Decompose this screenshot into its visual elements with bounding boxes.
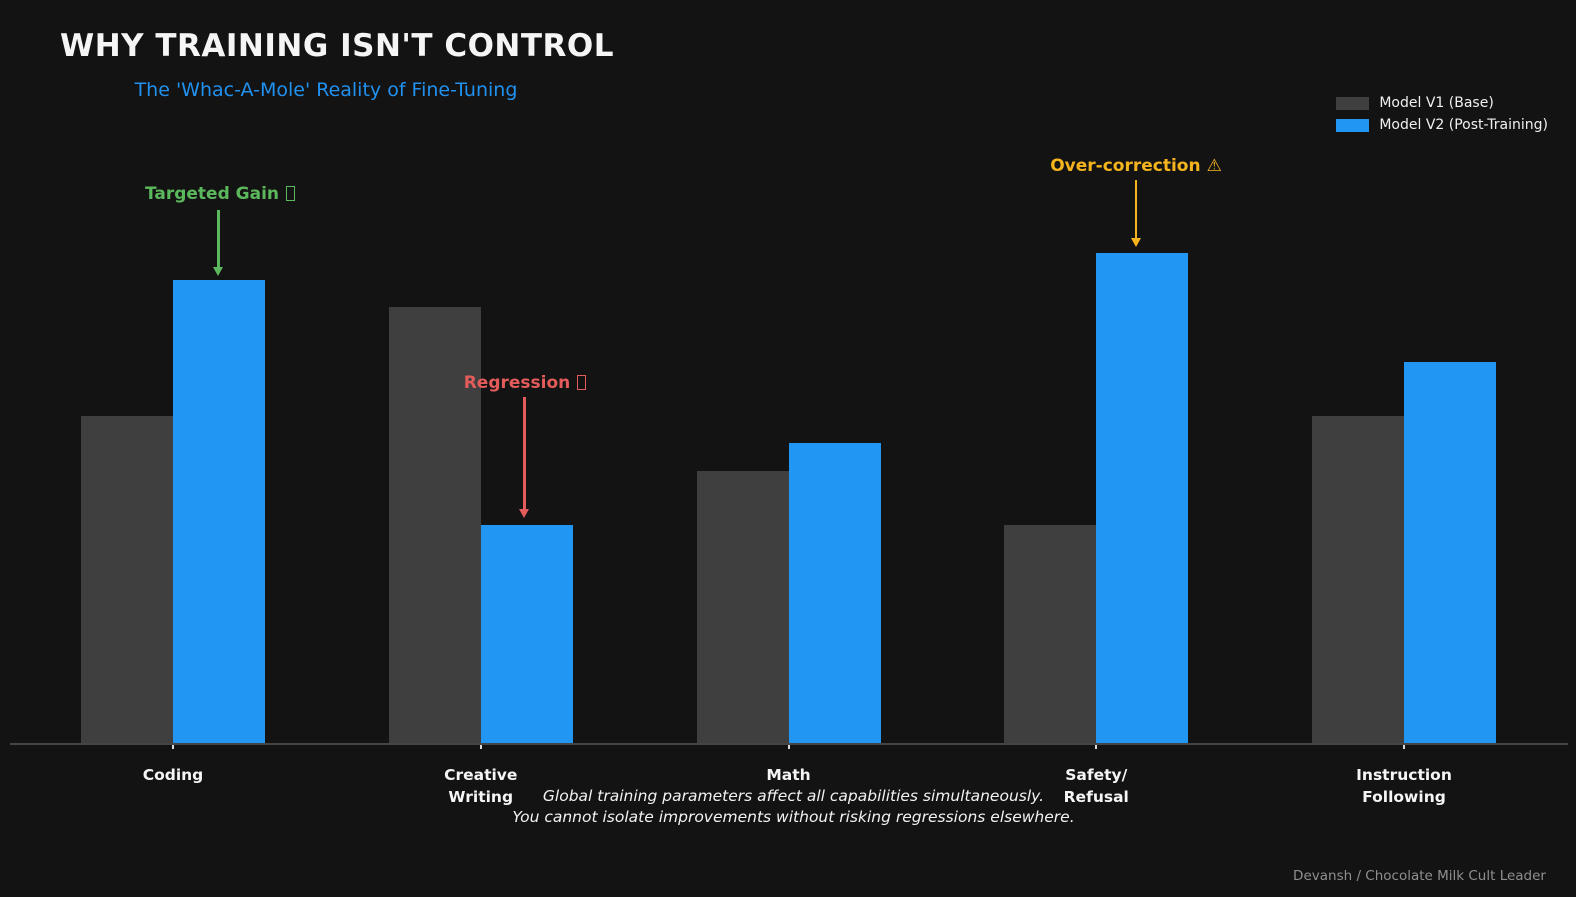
footnote-line-2: You cannot isolate improvements without … [512, 808, 1075, 826]
legend-swatch-v1 [1336, 96, 1370, 110]
bar-v2-coding [173, 279, 265, 743]
bar-v1-safety-refusal [1004, 525, 1097, 743]
x-axis-tick-math [787, 745, 790, 749]
category-label-safety-refusal: Safety/Refusal [1063, 766, 1129, 806]
annotation-over-correction-label: Over-correction ⚠ [1050, 156, 1222, 176]
annotation-over-correction-arrowhead [1130, 238, 1141, 247]
bar-v2-math [788, 443, 881, 743]
legend-label-v1: Model V1 (Base) [1379, 95, 1494, 111]
legend-item-v2: Model V2 (Post-Training) [1336, 114, 1548, 136]
category-label-coding: Coding [142, 766, 204, 784]
x-axis-tick-coding [172, 745, 174, 749]
chart-title: WHY TRAINING ISN'T CONTROL [60, 28, 614, 64]
legend-item-v1: Model V1 (Base) [1336, 92, 1548, 114]
category-label-math: Math [766, 766, 811, 784]
annotation-targeted-gain-arrowhead [213, 267, 223, 276]
warning-icon: ⚠ [1206, 156, 1222, 176]
x-axis-tick-instruction-following [1403, 745, 1405, 749]
x-axis-tick-creative-writing [479, 745, 482, 749]
legend: Model V1 (Base) Model V2 (Post-Training) [1336, 92, 1548, 136]
credit-text: Devansh / Chocolate Milk Cult Leader [1293, 868, 1546, 884]
bar-v1-coding [81, 416, 173, 743]
bar-v1-creative-writing [388, 307, 481, 743]
bar-v1-math [696, 470, 789, 743]
missing-emoji-icon [286, 186, 296, 201]
bar-v1-instruction-following [1312, 416, 1404, 743]
category-label-creative-writing: Creative Writing [444, 766, 518, 806]
bar-v2-safety-refusal [1096, 252, 1189, 743]
x-axis-tick-safety-refusal [1095, 745, 1098, 749]
annotation-targeted-gain-label: Targeted Gain [70, 184, 370, 204]
chart-subtitle: The 'Whac-A-Mole' Reality of Fine-Tuning [134, 79, 518, 101]
annotation-regression-arrow [523, 397, 526, 509]
annotation-over-correction-arrow [1134, 180, 1137, 238]
annotation-targeted-gain-arrow [217, 210, 220, 267]
category-label-instruction-following: Instruction Following [1356, 766, 1452, 806]
annotation-regression-label: Regression [375, 373, 675, 393]
x-axis-line [10, 743, 1568, 745]
bar-v2-instruction-following [1404, 361, 1496, 743]
missing-emoji-icon [577, 375, 587, 390]
annotation-regression-arrowhead [519, 509, 529, 518]
legend-label-v2: Model V2 (Post-Training) [1379, 117, 1548, 133]
bar-v2-creative-writing [480, 525, 573, 743]
legend-swatch-v2 [1336, 118, 1370, 132]
footnote-line-1: Global training parameters affect all ca… [542, 787, 1045, 805]
